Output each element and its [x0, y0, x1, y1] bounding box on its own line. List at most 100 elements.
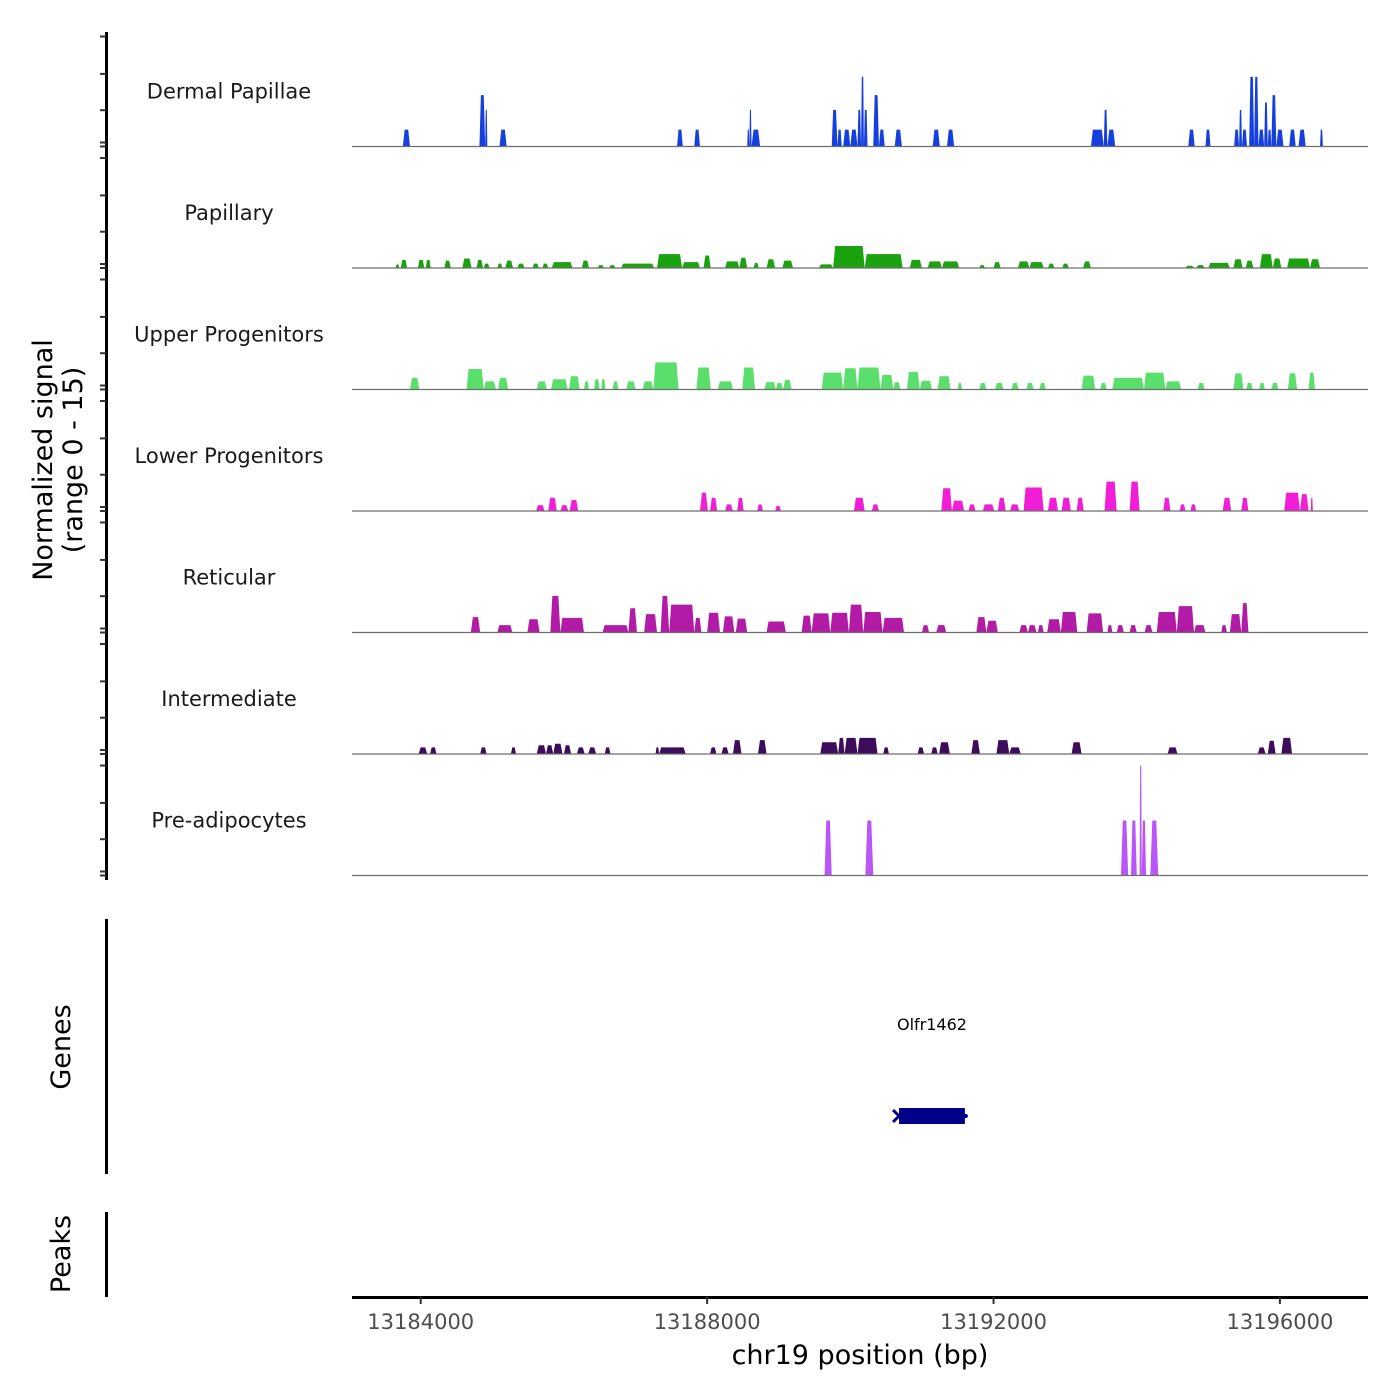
signal-peak [1267, 129, 1272, 147]
y-axis-title-line-2: (range 0 - 15) [58, 367, 89, 554]
signal-peak [655, 747, 660, 754]
signal-peak [476, 259, 484, 268]
signal-peak [1163, 497, 1171, 511]
signal-peak [418, 747, 428, 754]
signal-peak [1194, 625, 1206, 633]
signal-peak [865, 820, 874, 876]
signal-peak [563, 745, 572, 754]
signal-peak [569, 500, 579, 511]
signal-peak [931, 747, 938, 754]
signal-peak [857, 737, 878, 754]
signal-peak [560, 505, 569, 511]
signal-peak [1254, 76, 1259, 147]
signal-peak [1284, 492, 1300, 511]
signal-peak [505, 260, 514, 268]
signal-peak [1144, 625, 1153, 633]
signal-peak [536, 505, 545, 511]
signal-peak [863, 611, 883, 633]
signal-peak [1129, 481, 1140, 511]
signal-peak [1071, 742, 1082, 754]
signal-peak [893, 382, 901, 390]
signal-peak [470, 617, 481, 633]
signal-peak [941, 488, 953, 511]
signal-peak [717, 381, 733, 390]
signal-peak [766, 259, 776, 268]
signal-peak [1188, 129, 1195, 147]
signal-peak [801, 615, 812, 633]
signal-peak [1205, 129, 1211, 147]
track-label: Pre-adipocytes [151, 809, 306, 833]
signal-peak [597, 265, 605, 268]
signal-peak [1249, 76, 1255, 147]
signal-peak [1017, 261, 1030, 268]
signal-peak [932, 129, 940, 147]
signal-peak [775, 505, 781, 511]
signal-peak [409, 377, 420, 390]
signal-peak [1076, 497, 1084, 511]
signal-peak [444, 260, 451, 268]
signal-peak [739, 257, 748, 268]
signal-peak [1176, 606, 1195, 633]
signal-peak [576, 747, 585, 754]
signal-peak [1029, 262, 1044, 268]
signal-peak [1264, 102, 1268, 147]
signal-peak [497, 263, 503, 268]
signal-peak [850, 129, 858, 147]
signal-peak [1267, 740, 1276, 754]
signal-peak [1310, 259, 1321, 268]
signal-peak [499, 129, 507, 147]
signal-peak [699, 492, 708, 511]
signal-peak [882, 617, 905, 633]
x-axis-title: chr19 position (bp) [732, 1340, 989, 1371]
signal-peak [820, 742, 839, 754]
signal-peak [1139, 765, 1142, 876]
signal-peak [1241, 129, 1247, 147]
signal-peak [536, 381, 547, 390]
signal-peak [602, 625, 629, 633]
signal-peak [601, 379, 606, 390]
signal-peak [609, 265, 616, 268]
signal-peak [1222, 497, 1232, 511]
signal-peak [909, 259, 922, 268]
signal-peak [527, 619, 540, 633]
track-label: Papillary [184, 201, 273, 225]
signal-peak [1167, 747, 1178, 754]
tracks [352, 76, 1368, 877]
signal-peak [546, 745, 554, 754]
track-label: Dermal Papillae [147, 80, 311, 104]
signal-peak [873, 95, 879, 147]
signal-peak [811, 613, 831, 633]
x-tick-label: 13196000 [1226, 1310, 1333, 1334]
signal-peak [831, 109, 838, 147]
signal-peak [1287, 258, 1311, 268]
signal-peak [1241, 603, 1249, 633]
signal-peak [1129, 625, 1137, 633]
signal-peak [532, 263, 539, 268]
signal-peak [1310, 497, 1313, 511]
signal-peak [659, 747, 686, 754]
track-papillary [352, 246, 1368, 269]
signal-peak [1320, 129, 1323, 147]
signal-peak [1233, 373, 1244, 390]
signal-peak [1257, 747, 1266, 754]
signal-peak [766, 621, 786, 633]
signal-peak [971, 740, 980, 754]
signal-peak [1208, 262, 1230, 268]
signal-peak [497, 625, 513, 633]
x-tick-label: 13188000 [654, 1310, 761, 1334]
signal-peak [821, 372, 844, 390]
signal-peak [986, 620, 998, 633]
x-tick-label: 13192000 [940, 1310, 1047, 1334]
signal-peak [604, 747, 611, 754]
signal-peak [1081, 375, 1096, 390]
signal-peak [1086, 613, 1104, 633]
signal-peak [979, 265, 985, 268]
signal-peak [1179, 504, 1186, 511]
signal-peak [462, 258, 472, 268]
signal-peak [757, 740, 767, 754]
signal-peak [1103, 109, 1108, 147]
signal-peak [642, 381, 654, 390]
signal-peak [1083, 261, 1091, 268]
signal-peak [725, 261, 740, 268]
signal-peak [483, 263, 490, 268]
